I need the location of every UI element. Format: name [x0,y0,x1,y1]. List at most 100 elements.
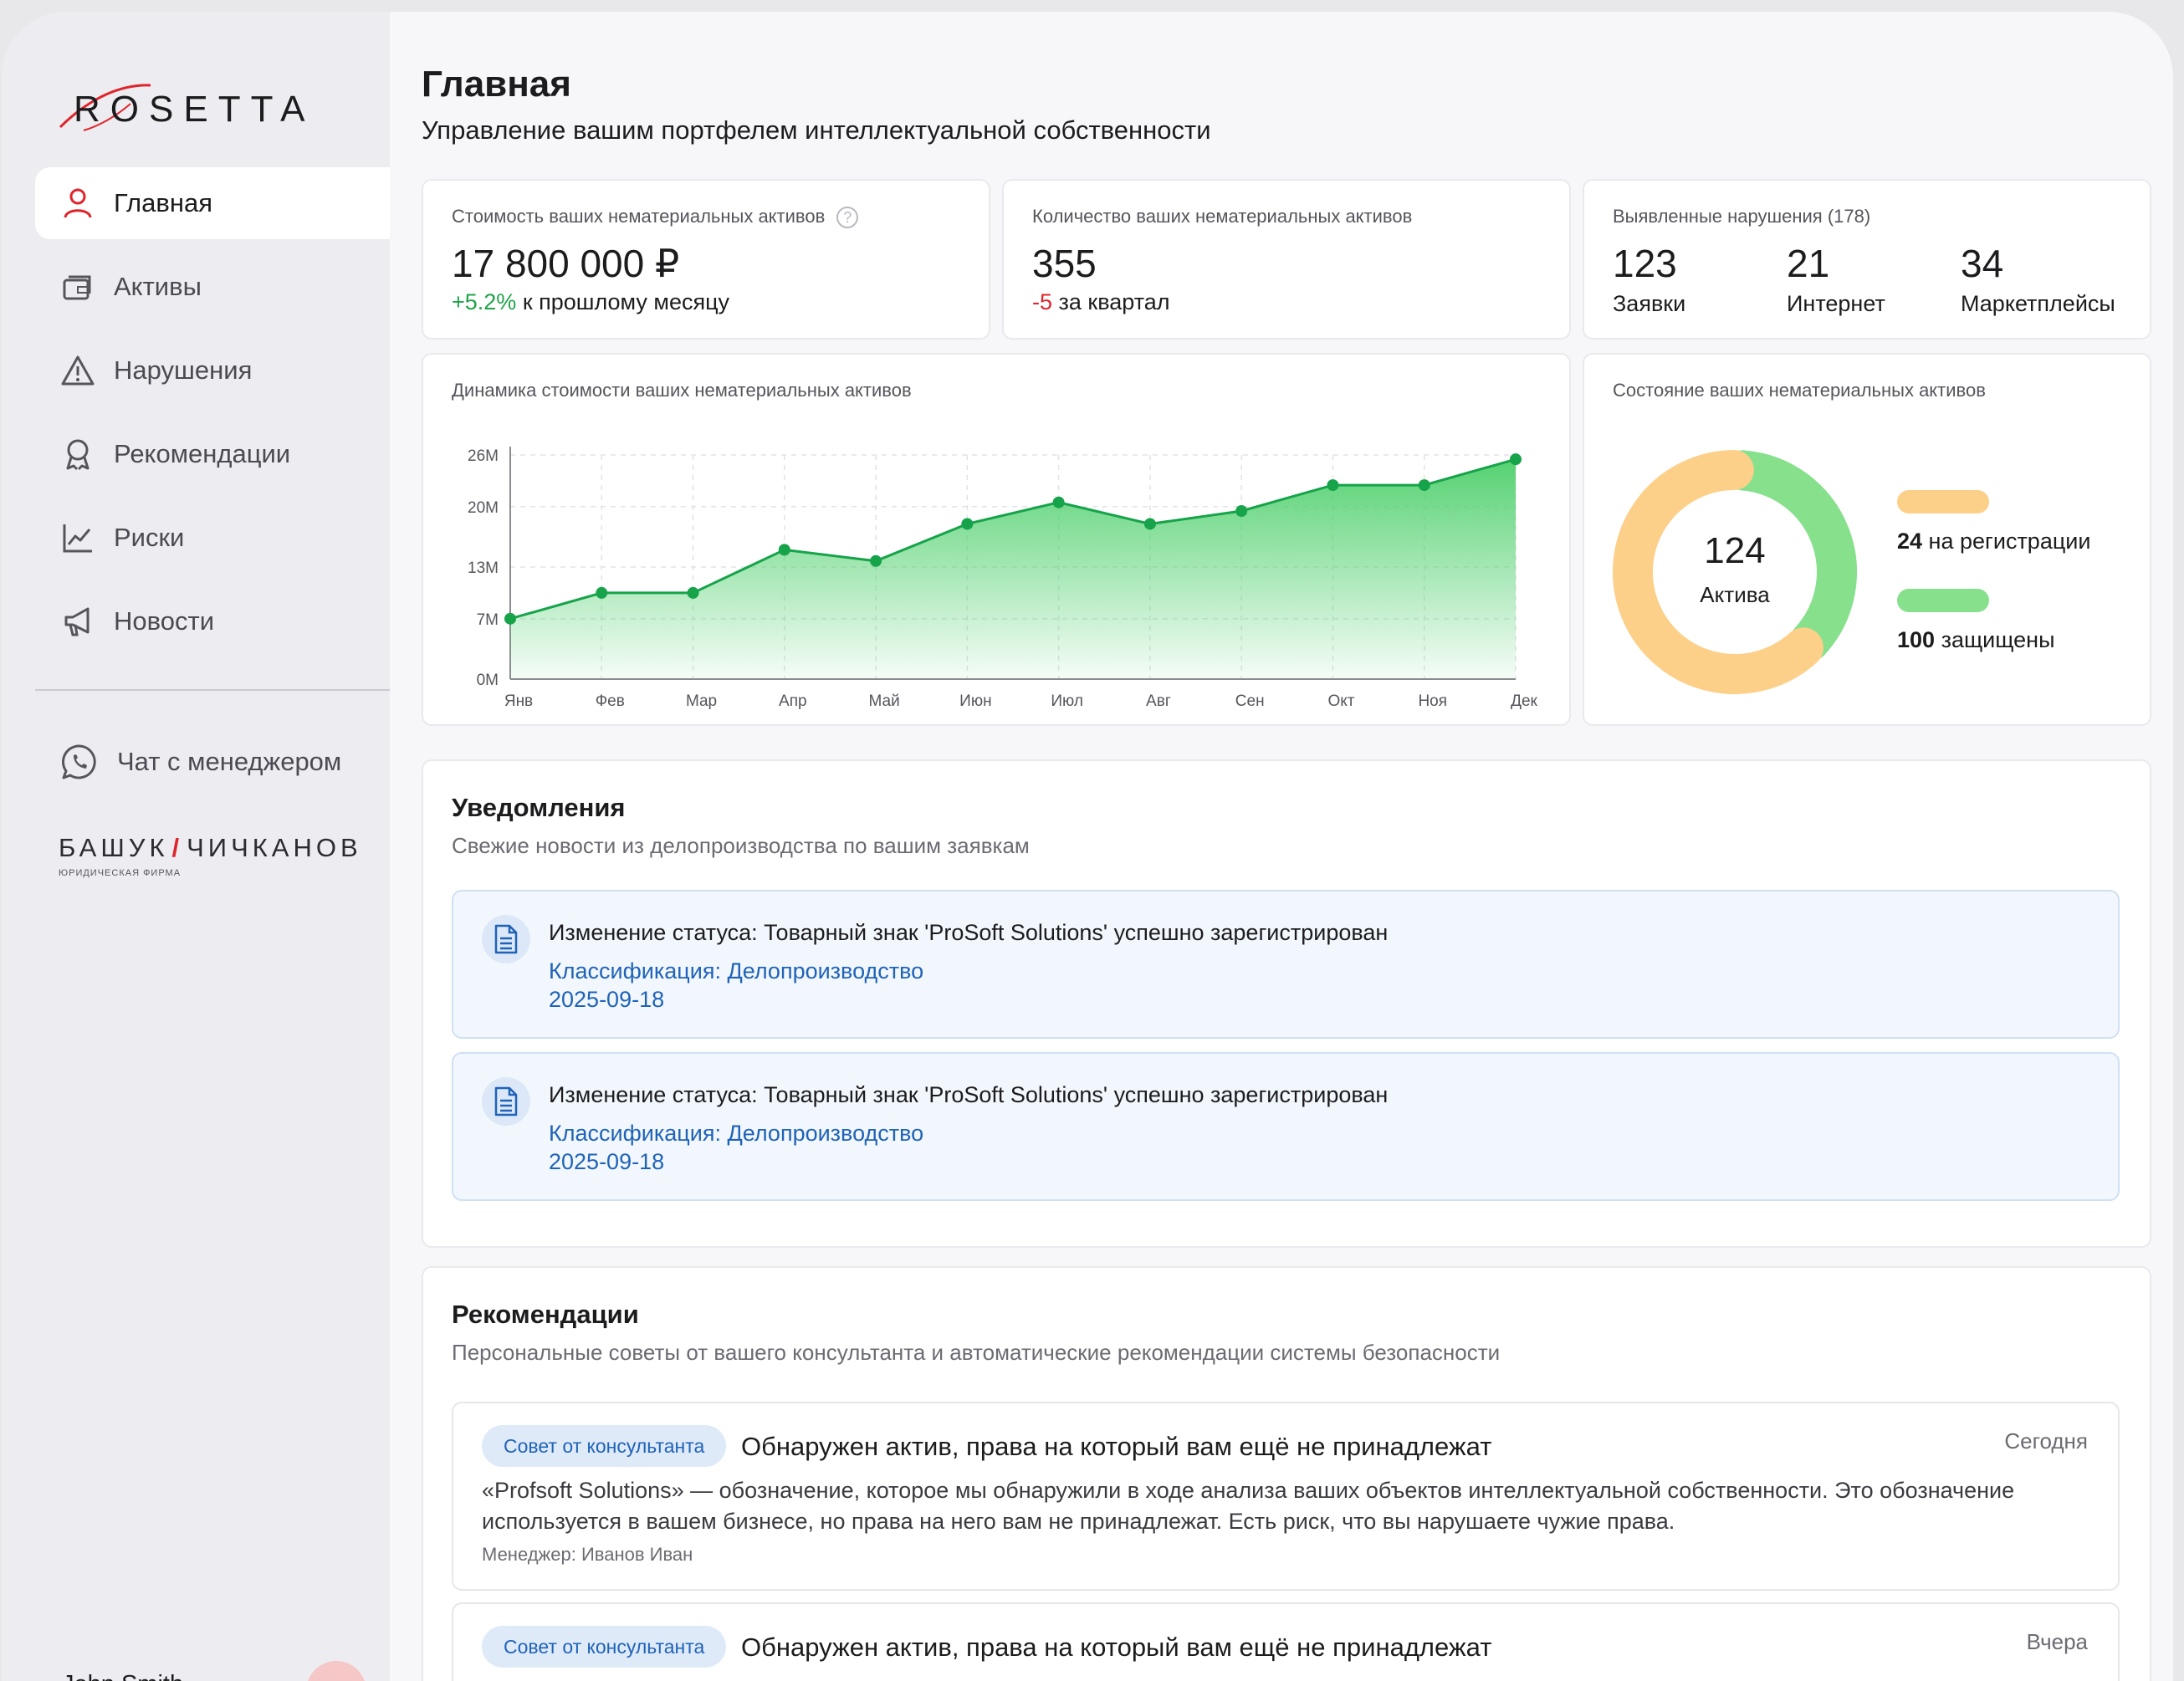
donut-slice-protected[interactable] [1722,450,1857,662]
recommendation-item[interactable]: Совет от консультанта Обнаружен актив, п… [452,1402,2120,1591]
logo-wordmark: ROSETTA [74,89,315,130]
donut-chart [1613,450,1857,694]
y-tick-label: 0M [477,672,499,689]
legend-item-protected: 100 защищены [1897,627,2055,653]
kpi-delta-text: к прошлому месяцу [516,289,730,314]
kpi-delta-value: +5.2% [452,289,517,314]
sidebar-item-news[interactable]: Новости [35,585,390,657]
violation-count: 123 [1613,242,1677,285]
x-tick-label: Мар [686,692,717,710]
y-tick-label: 13M [468,559,499,577]
data-point[interactable] [778,544,790,556]
x-tick-label: Янв [504,692,533,710]
legend-item-registration: 24 на регистрации [1897,529,2090,554]
data-point[interactable] [961,518,974,530]
megaphone-icon [60,604,95,639]
data-point[interactable] [596,586,608,599]
kpi-delta: -5 за квартал [1032,289,1170,315]
data-point[interactable] [870,554,882,567]
notification-item[interactable]: Изменение статуса: Товарный знак 'ProSof… [452,890,2120,1039]
x-tick-label: Сен [1235,692,1265,710]
user-icon [60,186,95,221]
sidebar-item-recommendations[interactable]: Рекомендации [35,418,390,490]
partner-name-right: ЧИЧКАНОВ [187,833,362,862]
recommendation-item[interactable]: Совет от консультанта Обнаружен актив, п… [452,1602,2120,1681]
recommendations-title: Рекомендации [452,1300,639,1329]
notification-item[interactable]: Изменение статуса: Товарный знак 'ProSof… [452,1052,2120,1201]
legend-label: защищены [1935,627,2055,652]
notification-title: Изменение статуса: Товарный знак 'ProSof… [549,1082,1389,1107]
y-tick-label: 7M [477,611,499,629]
legend-swatch-protected [1897,589,1989,612]
user-name[interactable]: John Smith [62,1671,183,1681]
chart-title: Состояние ваших нематериальных активов [1613,380,1986,401]
recommendation-title: Обнаружен актив, права на который вам ещ… [741,1432,1492,1461]
chat-with-manager-link[interactable]: Чат с менеджером [60,743,341,781]
document-icon [482,915,530,963]
partner-subtitle: ЮРИДИЧЕСКАЯ ФИРМА [59,868,182,878]
sidebar-divider [35,689,390,691]
kpi-card-asset-count: Количество ваших нематериальных активов … [1002,179,1571,340]
violation-applications[interactable]: 123 Заявки [1613,241,1685,317]
chart-line-icon [60,520,95,555]
whatsapp-icon [60,743,99,781]
legend-value: 100 [1897,627,1936,652]
chart-title: Динамика стоимости ваших нематериальных … [452,380,912,401]
data-point[interactable] [1235,505,1248,517]
data-point[interactable] [687,586,699,599]
donut-slice-registration[interactable] [1613,450,1823,694]
data-point[interactable] [1510,453,1522,466]
data-point[interactable] [1143,518,1156,530]
violation-marketplaces[interactable]: 34 Маркетплейсы [1961,241,2115,317]
x-tick-label: Ноя [1418,692,1447,710]
data-point[interactable] [1418,479,1430,492]
kpi-delta-value: -5 [1032,289,1053,314]
wallet-icon [60,269,95,304]
recommendations-subtitle: Персональные советы от вашего консультан… [452,1340,1501,1365]
sidebar-item-label: Новости [114,606,215,636]
sidebar-item-label: Нарушения [114,355,253,385]
legend-value: 24 [1897,529,1923,554]
sidebar-item-assets[interactable]: Активы [35,251,390,323]
recommendation-date: Вчера [2026,1629,2088,1654]
legend-label: на регистрации [1922,529,2091,554]
rosetta-logo[interactable]: ROSETTA [59,70,309,146]
sidebar-item-risks[interactable]: Риски [35,502,390,574]
sidebar-item-home[interactable]: Главная [35,167,390,239]
kpi-label: Выявленные нарушения (178) [1613,206,1871,227]
partner-logo: БАШУК / ЧИЧКАНОВ ЮРИДИЧЕСКАЯ ФИРМА [59,833,362,878]
help-icon[interactable]: ? [836,207,859,229]
sidebar: ROSETTA Главная Активы Нарушения [2,12,390,1681]
x-tick-label: Дек [1511,692,1537,710]
y-tick-label: 26M [468,447,499,465]
kpi-card-asset-value: Стоимость ваших нематериальных активов? … [422,179,990,340]
data-point[interactable] [504,612,516,625]
recommendation-body: «Profsoft Solutions» — обозначение, кото… [482,1478,2015,1534]
kpi-label: Стоимость ваших нематериальных активов? [452,206,859,229]
violation-internet[interactable]: 21 Интернет [1787,241,1885,317]
donut-center-value: 124 [1704,530,1766,571]
data-point[interactable] [1327,479,1339,492]
recommendation-title: Обнаружен актив, права на который вам ещ… [741,1632,1492,1662]
sidebar-item-label: Риски [114,523,185,552]
partner-slash: / [171,833,184,862]
partner-name-left: БАШУК [59,833,169,862]
asset-status-card: Состояние ваших нематериальных активов 1… [1583,353,2151,726]
page-subtitle: Управление вашим портфелем интеллектуаль… [422,115,1211,145]
sidebar-item-violations[interactable]: Нарушения [35,335,390,406]
x-tick-label: Авг [1146,692,1171,710]
x-tick-label: Апр [779,692,807,710]
recommendations-card: Рекомендации Персональные советы от ваше… [422,1266,2151,1681]
kpi-card-violations: Выявленные нарушения (178) 123 Заявки 21… [1583,179,2151,340]
violation-count: 21 [1787,242,1830,285]
violation-label: Заявки [1613,291,1686,316]
notification-classification: Классификация: Делопроизводство [549,1121,924,1146]
notifications-card: Уведомления Свежие новости из делопроизв… [422,759,2151,1248]
notification-date: 2025-09-18 [549,987,665,1012]
recommendation-manager: Менеджер: Иванов Иван [482,1544,693,1565]
donut-center-label: Актива [1700,582,1770,607]
data-point[interactable] [1052,496,1065,508]
notification-date: 2025-09-18 [549,1149,665,1174]
chat-label: Чат с менеджером [117,747,342,776]
avatar[interactable] [306,1661,366,1681]
